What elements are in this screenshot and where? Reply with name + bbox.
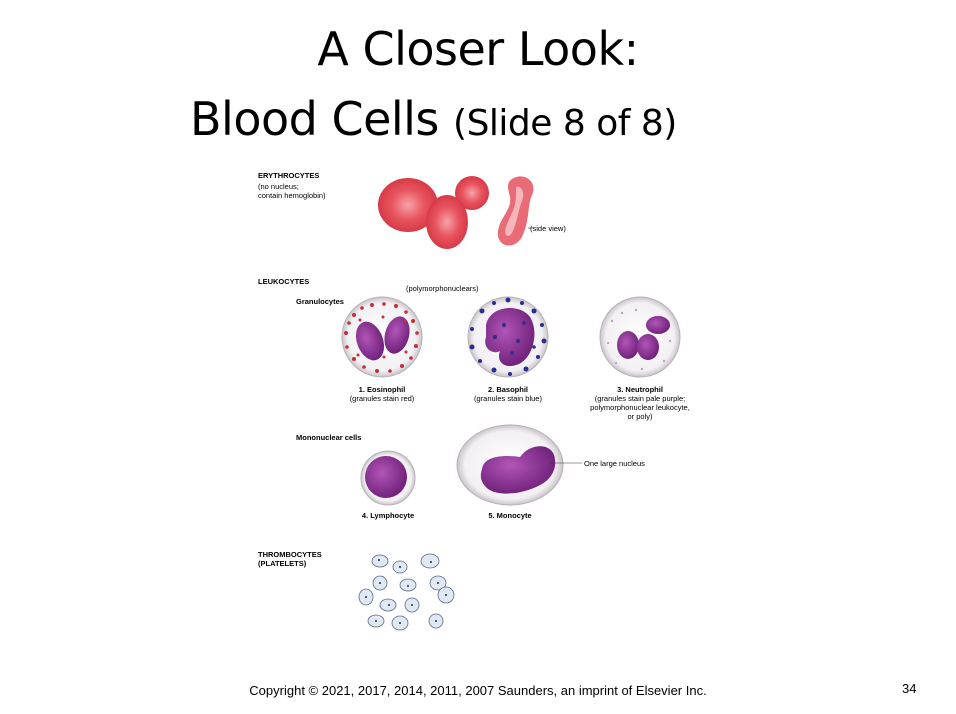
title-sub: (Slide 8 of 8) — [453, 103, 677, 144]
basophil-cell — [467, 296, 549, 378]
slide-title-line1: A Closer Look: — [317, 22, 639, 76]
rbc-side-highlight — [505, 186, 524, 236]
neutrophil-note-3: or poly) — [627, 412, 653, 421]
eosinophil-cell — [341, 296, 423, 378]
eosinophil-name: 1. Eosinophil — [358, 385, 406, 394]
platelet — [420, 553, 440, 569]
blood-cells-illustration — [341, 176, 681, 631]
neutrophil-note-1: (granules stain pale purple; — [594, 394, 686, 403]
nucleus-label: One large nucleus — [584, 459, 645, 468]
erythrocytes-note-1: (no nucleus; — [258, 182, 299, 191]
copyright-footer: Copyright © 2021, 2017, 2014, 2011, 2007… — [249, 683, 707, 698]
neutrophil-name: 3. Neutrophil — [617, 385, 663, 394]
page-number: 34 — [902, 681, 917, 696]
neutrophil-cell — [599, 296, 681, 378]
red-blood-cell — [378, 178, 438, 232]
platelets-group — [358, 553, 455, 631]
granulocytes-label: Granulocytes — [296, 297, 344, 306]
erythrocytes-heading: ERYTHROCYTES — [258, 171, 320, 180]
platelet-dots — [365, 559, 447, 624]
polymorphonuclears-label: (polymorphonuclears) — [406, 284, 479, 293]
erythrocyte-group — [378, 176, 534, 249]
basophil-name: 2. Basophil — [487, 385, 528, 394]
eosinophil-note: (granules stain red) — [349, 394, 415, 403]
leukocytes-heading: LEUKOCYTES — [258, 277, 310, 286]
monocyte-cell — [456, 424, 582, 506]
blood-cells-figure: ERYTHROCYTES (no nucleus; contain hemogl… — [250, 165, 710, 645]
lymphocyte-name: 4. Lymphocyte — [361, 511, 415, 520]
basophil-note: (granules stain blue) — [474, 394, 542, 403]
monocyte-name: 5. Monocyte — [488, 511, 532, 520]
thrombocytes-heading-2: (PLATELETS) — [258, 559, 307, 568]
erythrocytes-note-2: contain hemoglobin) — [258, 191, 326, 200]
platelet — [371, 554, 389, 568]
side-view-label: (side view) — [530, 224, 566, 233]
red-blood-cell — [426, 195, 468, 249]
red-blood-cell — [455, 176, 489, 210]
mononuclear-label: Mononuclear cells — [296, 433, 362, 442]
lymphocyte-cell — [360, 450, 416, 506]
neutrophil-note-2: polymorphonuclear leukocyte, — [590, 403, 690, 412]
title-main: Blood Cells — [190, 92, 439, 146]
thrombocytes-heading-1: THROMBOCYTES — [258, 550, 322, 559]
slide-title-line2: Blood Cells (Slide 8 of 8) — [190, 92, 677, 146]
